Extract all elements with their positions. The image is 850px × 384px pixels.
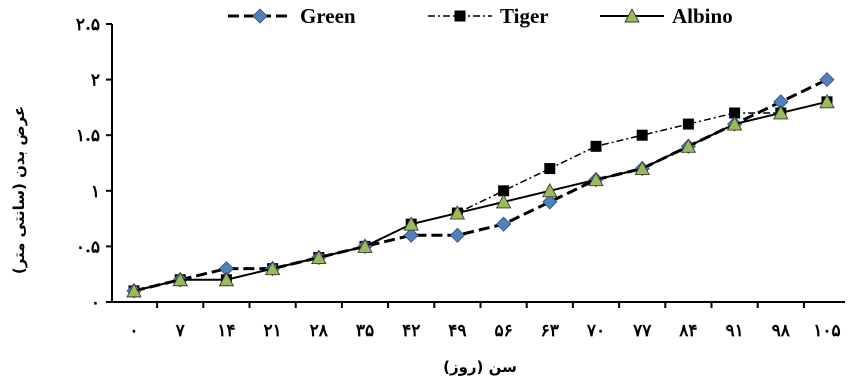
x-tick-label: ۷۷ bbox=[632, 321, 652, 341]
data-point-green bbox=[403, 227, 419, 243]
y-tick-label: ۰ bbox=[91, 293, 100, 313]
x-tick-label: ۴۲ bbox=[402, 321, 420, 341]
chart-series bbox=[126, 72, 835, 299]
x-tick-label: ۱۴ bbox=[217, 321, 235, 341]
y-tick-label: ۲ bbox=[91, 71, 100, 91]
y-tick-label: ۰.۵ bbox=[76, 237, 100, 257]
data-point-albino bbox=[357, 238, 373, 253]
data-point-albino bbox=[172, 271, 188, 287]
x-tick-label: ۹۱ bbox=[725, 321, 743, 341]
x-tick-label: ۴۹ bbox=[448, 321, 466, 341]
x-axis-title: سن (روز) bbox=[443, 358, 517, 376]
x-axis-ticks: ۰ ۷ ۱۴ ۲۱ ۲۸ ۳۵ ۴۲ ۴۹ ۵۶ ۶۳ ۷۰ ۷۷ ۸۴ ۹۱ ۹۸ ۱۰۵ bbox=[129, 302, 841, 341]
chart-legend: Green Tiger Albino bbox=[228, 4, 733, 28]
legend-marker bbox=[454, 10, 466, 22]
y-axis-ticks: ۰ ۰.۵ ۱ ۱.۵ ۲ ۲.۵ bbox=[76, 15, 112, 313]
x-tick-label: ۷۰ bbox=[586, 321, 605, 341]
x-tick-label: ۵۶ bbox=[494, 321, 512, 341]
y-axis-title: عرض بدن (سانتی متر) bbox=[10, 106, 28, 274]
legend-marker bbox=[624, 8, 640, 23]
data-point-tiger bbox=[590, 140, 602, 152]
data-point-albino bbox=[819, 93, 835, 109]
x-tick-label: ۹۸ bbox=[772, 321, 791, 341]
chart-axes bbox=[111, 24, 845, 303]
legend-item-albino: Albino bbox=[600, 4, 733, 28]
legend-label: Tiger bbox=[500, 4, 549, 28]
legend-marker bbox=[252, 8, 268, 24]
y-tick-label: ۱ bbox=[91, 182, 100, 202]
data-point-green bbox=[449, 227, 465, 243]
data-point-albino bbox=[634, 160, 650, 176]
legend-label: Green bbox=[300, 4, 356, 28]
data-point-green bbox=[819, 72, 835, 88]
data-point-albino bbox=[495, 193, 512, 209]
series-green bbox=[126, 72, 835, 299]
x-tick-label: ۲۱ bbox=[263, 321, 281, 341]
x-tick-label: ۳۵ bbox=[356, 321, 374, 341]
series-tiger bbox=[128, 96, 833, 297]
data-point-albino bbox=[449, 205, 466, 220]
data-point-albino bbox=[542, 182, 558, 198]
data-point-green bbox=[496, 216, 512, 232]
legend-item-green: Green bbox=[228, 4, 356, 28]
data-point-albino bbox=[726, 116, 743, 131]
series-line-tiger bbox=[133, 101, 828, 292]
x-tick-label: ۲۸ bbox=[310, 321, 329, 341]
data-point-albino bbox=[218, 271, 235, 287]
x-tick-label: ۶۳ bbox=[541, 321, 559, 341]
data-point-tiger bbox=[636, 129, 648, 141]
data-point-albino bbox=[680, 138, 697, 153]
data-point-tiger bbox=[498, 185, 510, 197]
series-line-green bbox=[133, 78, 828, 293]
y-tick-label: ۲.۵ bbox=[76, 15, 100, 35]
series-line-albino bbox=[133, 100, 828, 292]
data-point-albino bbox=[264, 260, 281, 276]
data-point-tiger bbox=[682, 118, 694, 130]
data-point-albino bbox=[403, 216, 419, 231]
x-tick-label: ۱۰۵ bbox=[813, 321, 840, 341]
data-point-albino bbox=[126, 282, 142, 298]
data-point-albino bbox=[588, 171, 604, 187]
x-tick-label: ۰ bbox=[129, 321, 138, 341]
data-point-tiger bbox=[544, 163, 556, 175]
series-albino bbox=[126, 93, 835, 298]
data-point-albino bbox=[311, 249, 327, 264]
legend-label: Albino bbox=[672, 4, 733, 28]
x-tick-label: ۸۴ bbox=[678, 321, 697, 341]
y-tick-label: ۱.۵ bbox=[76, 126, 100, 146]
data-point-tiger bbox=[729, 107, 741, 119]
data-point-albino bbox=[773, 105, 789, 120]
x-tick-label: ۷ bbox=[175, 321, 186, 341]
data-point-green bbox=[542, 194, 558, 210]
legend-item-tiger: Tiger bbox=[428, 4, 549, 28]
